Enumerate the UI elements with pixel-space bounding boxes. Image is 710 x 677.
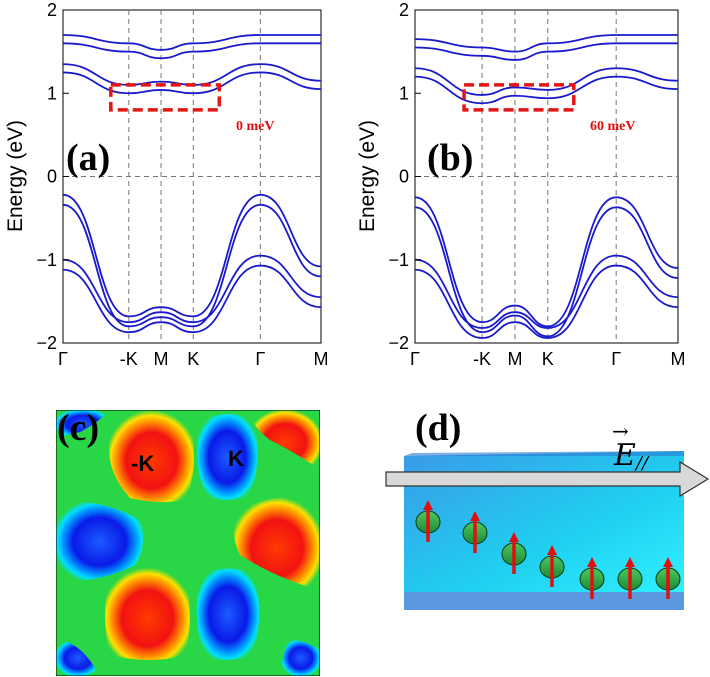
blue-region (56, 410, 320, 676)
band-curve-vb1 (62, 203, 322, 328)
spin-carriers (415, 500, 681, 599)
x-tick-label: Γ (58, 349, 68, 369)
y-tick-label: −2 (388, 333, 409, 353)
band-curve-vb1 (414, 206, 679, 338)
spin-arrowhead (625, 557, 635, 567)
y-tick-label: 0 (47, 167, 57, 187)
y-tick-label: −1 (388, 250, 409, 270)
band-curve-vb1 (414, 196, 679, 328)
x-tick-label: M (154, 349, 169, 369)
spin-arrowhead (470, 511, 480, 521)
spin-arrowhead (509, 532, 519, 542)
spin-arrowhead (663, 557, 673, 567)
valley-label-k: K (228, 446, 244, 471)
x-tick-label: Γ (611, 349, 621, 369)
panel-label-a: (a) (66, 137, 110, 179)
band-curve-cb2 (414, 42, 678, 61)
x-tick-label: M (507, 349, 522, 369)
y-axis-label-b: Energy (eV) (356, 120, 379, 232)
band-curve-vb2 (414, 254, 679, 329)
y-tick-label: 2 (399, 0, 409, 20)
band-curve-cb2 (414, 34, 678, 53)
y-tick-label: 0 (399, 167, 409, 187)
panel-label-c: (c) (57, 407, 99, 449)
y-tick-label: 1 (47, 83, 57, 103)
gap-highlight-box (462, 83, 576, 112)
band-plot-b: 210−1−2Γ -K M K Γ M (388, 0, 685, 369)
band-curve-cb1 (62, 71, 322, 95)
slab-edge (404, 451, 684, 456)
panel-label-d: (d) (415, 407, 461, 449)
red-region (105, 410, 320, 660)
x-tick-label: K (542, 349, 554, 369)
y-tick-label: −2 (36, 333, 57, 353)
x-tick-label: M (671, 349, 686, 369)
x-tick-label: K (187, 349, 199, 369)
band-curve-cb1 (414, 75, 679, 105)
x-tick-label: -K (120, 349, 138, 369)
band-curve-cb1 (414, 67, 679, 96)
x-tick-label: Γ (410, 349, 420, 369)
band-curve-vb2 (62, 254, 322, 324)
x-tick-label: Γ (255, 349, 265, 369)
gap-annotation-b: 60 meV (590, 119, 636, 134)
gap-highlight-box (109, 83, 222, 112)
spin-arrowhead (547, 545, 557, 555)
panel-label-b: (b) (427, 137, 473, 179)
y-axis-label-a: Energy (eV) (4, 120, 27, 232)
slab-side (404, 592, 684, 610)
valley-label-minus-k: -K (131, 451, 154, 476)
field-label: E// (613, 438, 650, 474)
y-tick-label: −1 (36, 250, 57, 270)
gap-annotation-a: 0 meV (236, 119, 275, 134)
spin-arrowhead (587, 557, 597, 567)
y-tick-label: 2 (47, 0, 57, 20)
band-curve-vb1 (62, 193, 322, 318)
electric-field-arrow (385, 460, 710, 498)
band-curve-vb2 (62, 264, 322, 334)
band-curve-vb2 (414, 264, 679, 339)
x-tick-label: M (314, 349, 329, 369)
x-tick-label: -K (473, 349, 491, 369)
band-plot-a: 210−1−2Γ -K M K Γ M (36, 0, 328, 369)
band-curve-cb2 (62, 42, 321, 60)
y-tick-label: 1 (399, 83, 409, 103)
band-curve-cb2 (62, 34, 321, 51)
berry-curvature-map (56, 410, 320, 676)
spin-arrowhead (423, 500, 433, 510)
field-vector-arrow: → (612, 419, 629, 443)
